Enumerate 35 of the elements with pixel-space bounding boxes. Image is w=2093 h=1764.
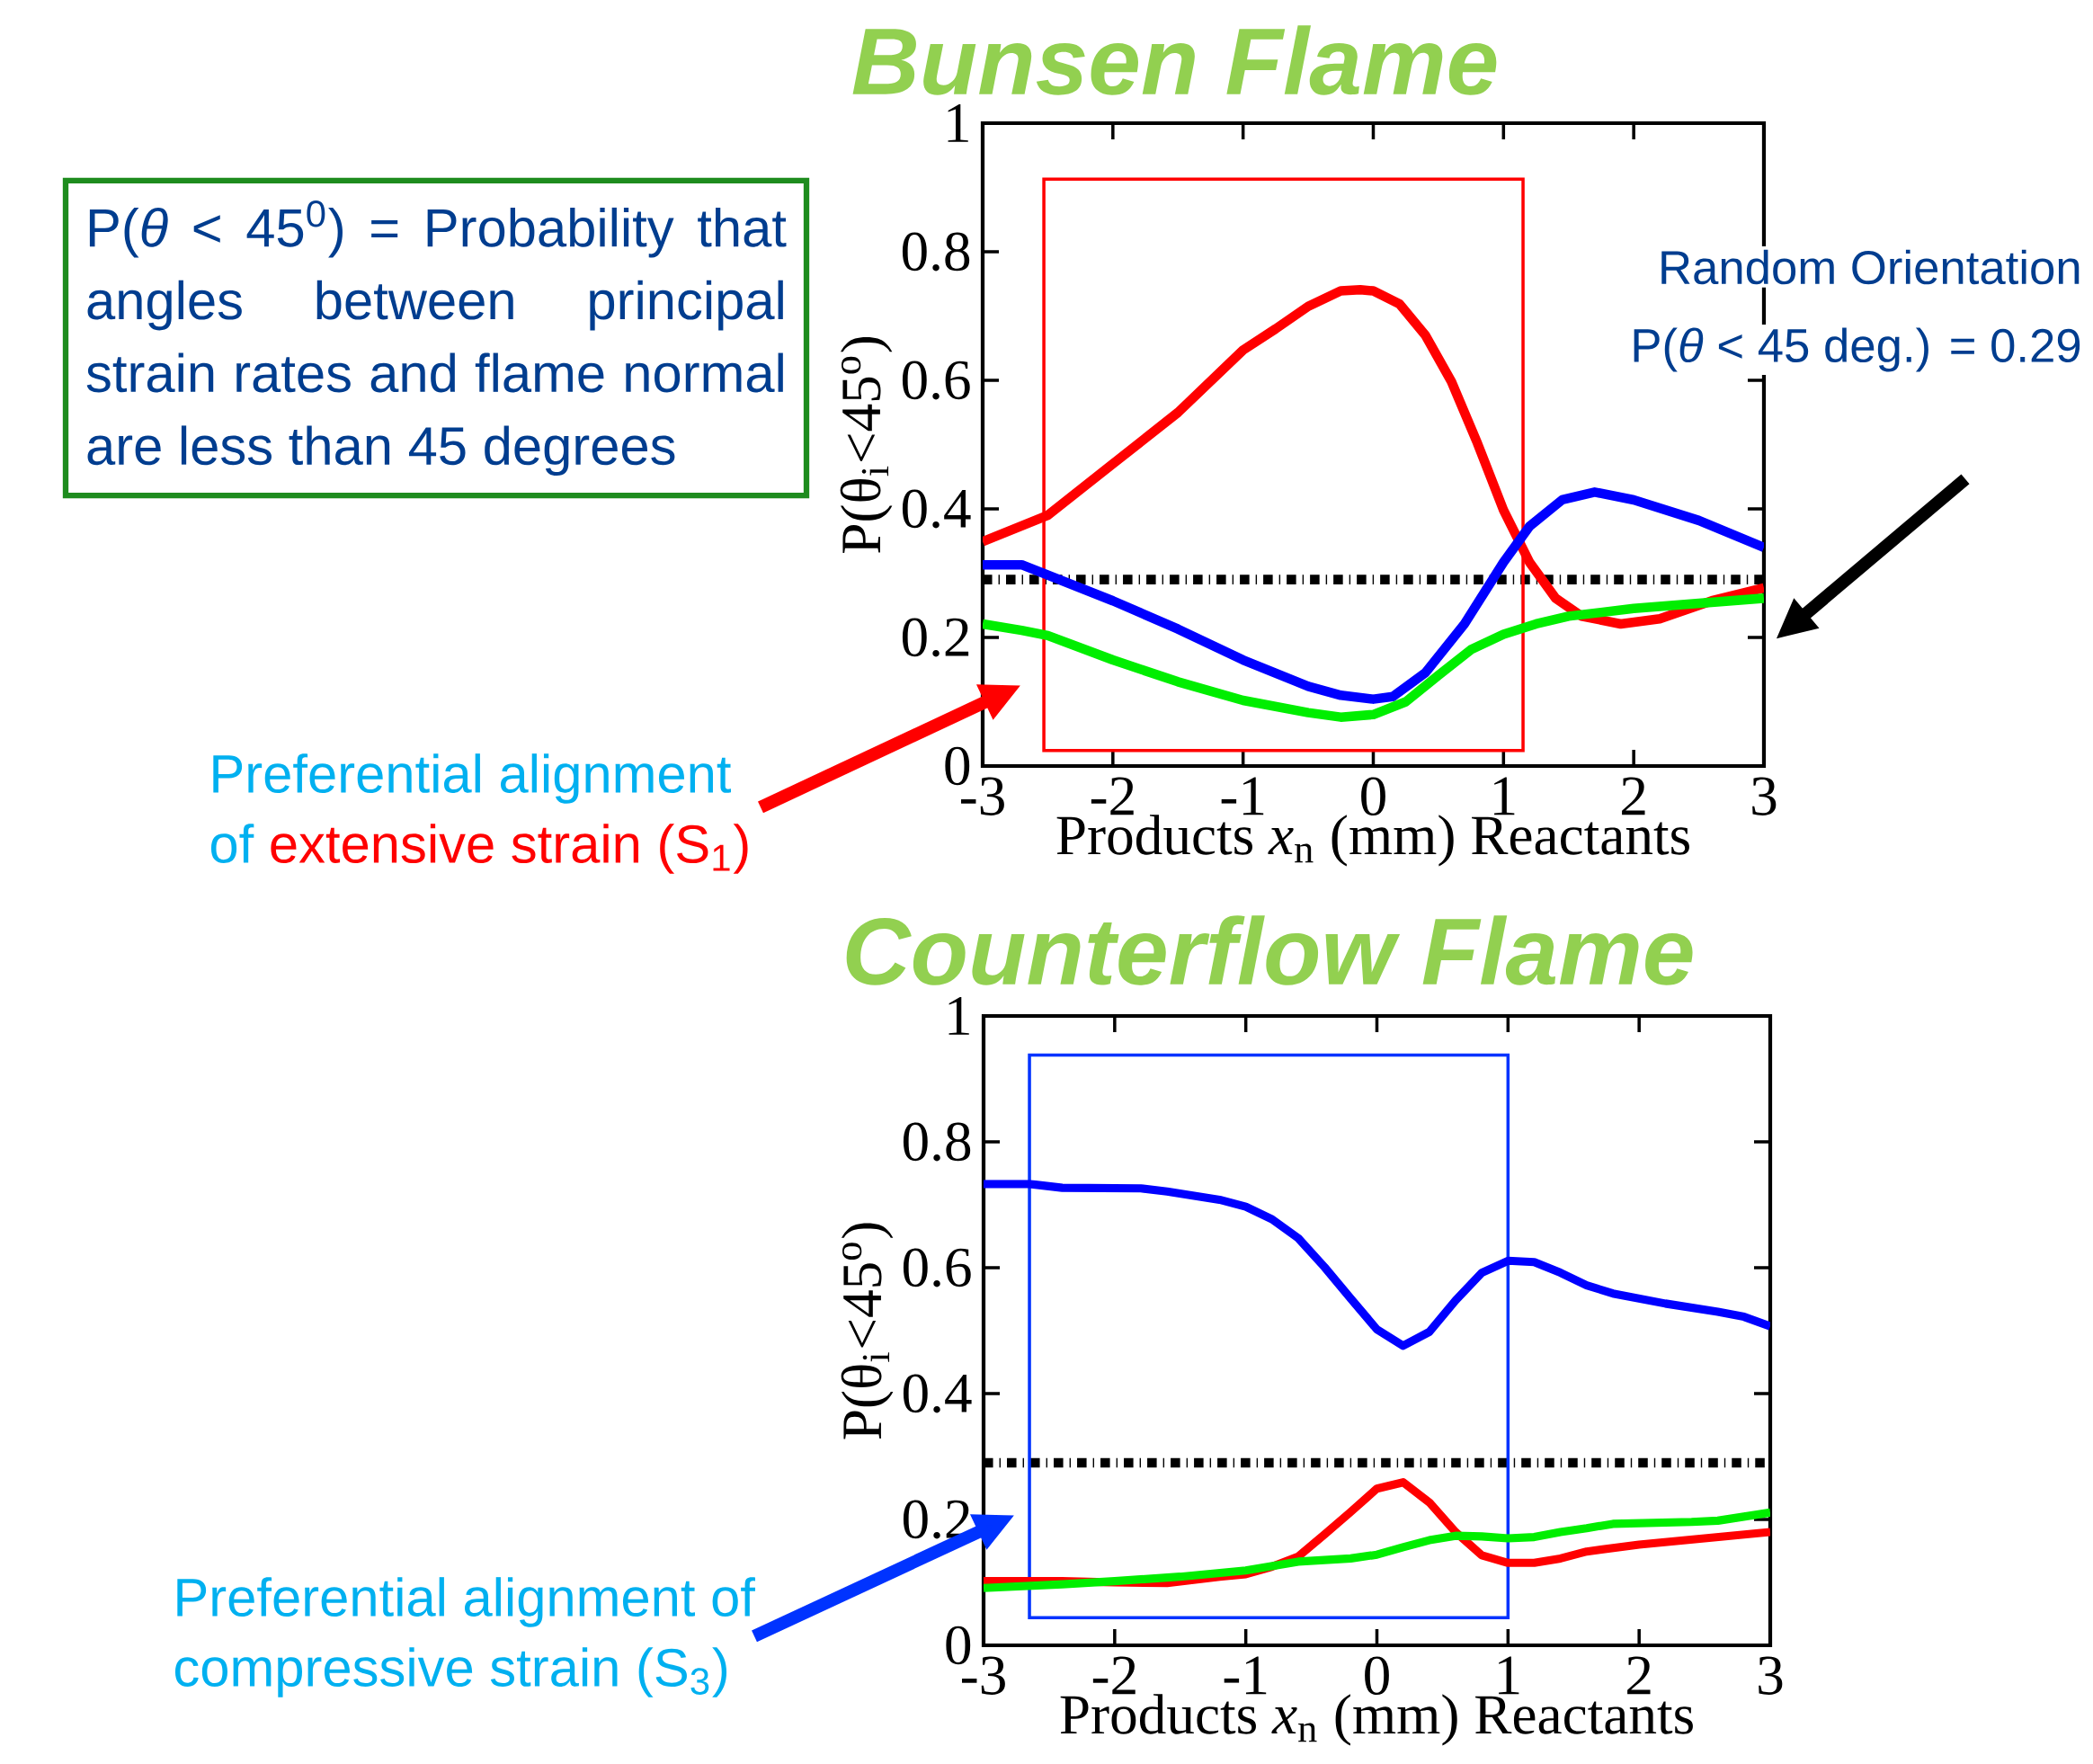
chart-title: Counterflow Flame bbox=[846, 915, 1693, 985]
x-tick-label: 3 bbox=[1759, 1656, 1783, 1695]
y-tick-label: 0.8 bbox=[903, 1122, 971, 1162]
y-tick-label: 1 bbox=[949, 997, 969, 1035]
x-tick-label: 3 bbox=[1752, 777, 1777, 815]
x-tick-label: 2 bbox=[1622, 777, 1645, 815]
x-tick-label: -2 bbox=[1091, 777, 1134, 815]
x-axis-title: Products x$_{n}$ (mm) Reactants bbox=[1060, 1694, 1693, 1746]
y-tick-label: 1 bbox=[948, 104, 968, 142]
text: P(θ < 45$^{0}$) = Probability that angles between principal strain rates and flame normal are less than 45 degrees bbox=[86, 200, 787, 477]
text: compressive strain (S$_{3}$) bbox=[174, 1647, 727, 1697]
text: Preferential alignment of bbox=[177, 1577, 755, 1627]
y-tick-label: 0.4 bbox=[902, 489, 971, 529]
x-tick-label: 1 bbox=[1499, 1656, 1519, 1695]
y-tick-label: 0.4 bbox=[903, 1374, 972, 1413]
chart-title: Bunsen Flame bbox=[852, 25, 1497, 95]
text: of bbox=[210, 824, 254, 864]
text: Preferential alignment bbox=[213, 753, 732, 804]
y-axis-title: P(θ$_{i}$<45$^{o}$) bbox=[840, 337, 893, 553]
x-tick-label: -1 bbox=[1224, 1656, 1267, 1695]
y-tick-label: 0.6 bbox=[903, 1248, 971, 1287]
x-tick-label: 1 bbox=[1494, 777, 1515, 815]
x-tick-label: 0 bbox=[1361, 777, 1385, 816]
text: extensive strain (S$_{1}$) bbox=[271, 824, 748, 874]
x-tick-label: -1 bbox=[1221, 777, 1264, 815]
y-tick-label: 0.2 bbox=[902, 618, 969, 657]
annotation: Random Orientation bbox=[1661, 249, 2080, 285]
x-tick-label: -2 bbox=[1092, 1656, 1136, 1695]
y-tick-label: 0.8 bbox=[902, 232, 970, 272]
annotation: P(θ < 45 deg.) = 0.29 bbox=[1634, 327, 2080, 372]
y-tick-label: 0.6 bbox=[902, 361, 970, 400]
x-tick-label: 0 bbox=[1365, 1656, 1389, 1696]
x-tick-label: 2 bbox=[1627, 1656, 1651, 1695]
y-axis-title: P(θ$_{i}$<45$^{o}$) bbox=[841, 1223, 894, 1439]
x-axis-title: Products x$_{n}$ (mm) Reactants bbox=[1056, 815, 1689, 867]
